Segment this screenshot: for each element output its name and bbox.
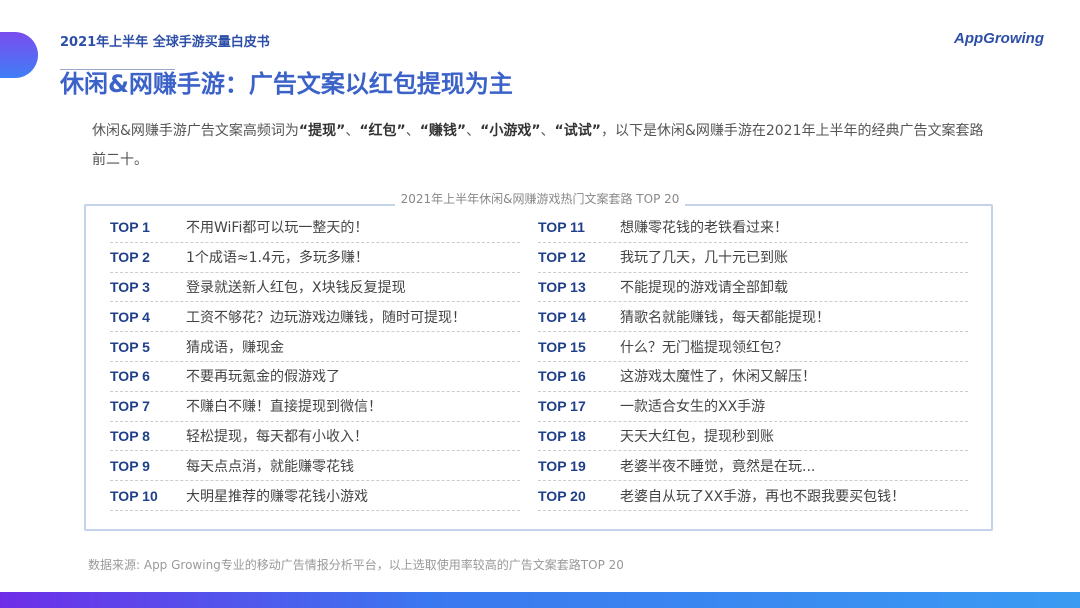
rank-label: TOP 13: [538, 278, 586, 295]
divider: [60, 69, 175, 70]
rank-label: TOP 3: [110, 278, 150, 295]
ad-copy: 什么？无门槛提现领红包？: [620, 339, 788, 356]
table-row: TOP 1 不用WiFi都可以玩一整天的！: [110, 213, 520, 243]
table-row: TOP 12 我玩了几天，几十元已到账: [538, 243, 968, 273]
table-row: TOP 11 想赚零花钱的老铁看过来！: [538, 213, 968, 243]
intro-paragraph: 休闲&网赚手游广告文案高频词为“提现”、“红包”、“赚钱”、“小游戏”、“试试”…: [92, 117, 992, 175]
table-row: TOP 6 不要再玩氪金的假游戏了: [110, 362, 520, 392]
report-title: 2021年上半年 全球手游买量白皮书: [60, 35, 270, 50]
page-title: 休闲&网赚手游：广告文案以红包提现为主: [60, 70, 513, 98]
rank-label: TOP 8: [110, 427, 150, 444]
ad-copy: 不能提现的游戏请全部卸载: [620, 279, 788, 296]
ad-copy: 天天大红包，提现秒到账: [620, 428, 774, 445]
table-right-column: TOP 11 想赚零花钱的老铁看过来！ TOP 12 我玩了几天，几十元已到账 TOP …: [538, 213, 968, 511]
rank-label: TOP 10: [110, 487, 158, 504]
table-caption: 2021年上半年休闲&网赚游戏热门文案套路 TOP 20: [0, 190, 1080, 207]
ad-copy: 老婆半夜不睡觉，竟然是在玩...: [620, 458, 816, 475]
sep: 、: [540, 123, 555, 139]
rank-label: TOP 16: [538, 368, 586, 385]
rank-label: TOP 14: [538, 308, 586, 325]
rank-label: TOP 18: [538, 427, 586, 444]
table-left-column: TOP 1 不用WiFi都可以玩一整天的！ TOP 2 1个成语≈1.4元，多玩多赚！…: [110, 213, 520, 511]
ad-copy: 一款适合女生的XX手游: [620, 399, 766, 416]
rank-label: TOP 17: [538, 398, 586, 415]
keyword: “红包”: [359, 123, 406, 139]
table-row: TOP 10 大明星推荐的赚零花钱小游戏: [110, 481, 520, 511]
table-row: TOP 16 这游戏太魔性了，休闲又解压！: [538, 362, 968, 392]
rank-label: TOP 2: [110, 249, 150, 266]
ad-copy: 我玩了几天，几十元已到账: [620, 250, 788, 267]
table-row: TOP 9 每天点点消，就能赚零花钱: [110, 451, 520, 482]
appgrowing-logo: AppGrowing: [954, 30, 1044, 47]
ad-copy: 轻松提现，每天都有小收入！: [186, 428, 368, 445]
rank-label: TOP 15: [538, 338, 586, 355]
table-row: TOP 19 老婆半夜不睡觉，竟然是在玩...: [538, 451, 968, 482]
ad-copy: 猜歌名就能赚钱，每天都能提现！: [620, 309, 830, 326]
rank-label: TOP 6: [110, 368, 150, 385]
sep: 、: [345, 123, 360, 139]
ad-copy: 想赚零花钱的老铁看过来！: [620, 220, 788, 237]
ad-copy: 登录就送新人红包，X块钱反复提现: [186, 279, 406, 296]
rank-label: TOP 1: [110, 219, 150, 236]
rank-label: TOP 19: [538, 457, 586, 474]
ad-copy: 这游戏太魔性了，休闲又解压！: [620, 369, 816, 386]
intro-tail: ，以下是休闲&网赚手游在2021年上半年的经典广告文案套路前二十。: [92, 123, 984, 168]
table-row: TOP 18 天天大红包，提现秒到账: [538, 422, 968, 452]
ad-copy: 工资不够花？边玩游戏边赚钱，随时可提现！: [186, 309, 466, 326]
keyword: “小游戏”: [480, 123, 541, 139]
table-row: TOP 15 什么？无门槛提现领红包？: [538, 332, 968, 362]
keyword: “赚钱”: [419, 123, 467, 139]
table-row: TOP 13 不能提现的游戏请全部卸载: [538, 273, 968, 303]
rank-label: TOP 9: [110, 457, 150, 474]
rank-label: TOP 4: [110, 308, 150, 325]
table-row: TOP 20 老婆自从玩了XX手游，再也不跟我要买包钱！: [538, 481, 968, 511]
rank-label: TOP 11: [538, 219, 585, 236]
table-row: TOP 4 工资不够花？边玩游戏边赚钱，随时可提现！: [110, 302, 520, 333]
ad-copy: 不用WiFi都可以玩一整天的！: [186, 220, 369, 237]
ad-copy: 每天点点消，就能赚零花钱: [186, 458, 354, 475]
decorative-blob: [0, 32, 38, 78]
table-row: TOP 8 轻松提现，每天都有小收入！: [110, 422, 520, 452]
footer-bar: [0, 592, 1080, 608]
rank-label: TOP 5: [110, 338, 150, 355]
intro-lead: 休闲&网赚手游广告文案高频词为: [92, 123, 299, 139]
ad-copy: 不要再玩氪金的假游戏了: [186, 369, 340, 386]
rank-label: TOP 7: [110, 398, 150, 415]
table-row: TOP 7 不赚白不赚！直接提现到微信！: [110, 392, 520, 422]
rank-label: TOP 12: [538, 249, 586, 266]
table-row: TOP 2 1个成语≈1.4元，多玩多赚！: [110, 243, 520, 273]
sep: 、: [466, 123, 481, 139]
ad-copy: 猜成语，赚现金: [186, 339, 284, 356]
rank-label: TOP 20: [538, 487, 586, 504]
table-row: TOP 5 猜成语，赚现金: [110, 332, 520, 362]
ad-copy: 大明星推荐的赚零花钱小游戏: [186, 488, 368, 505]
caption-text: 2021年上半年休闲&网赚游戏热门文案套路 TOP 20: [394, 192, 686, 206]
table-row: TOP 14 猜歌名就能赚钱，每天都能提现！: [538, 302, 968, 333]
sep: 、: [405, 123, 420, 139]
keyword: “提现”: [298, 123, 346, 139]
ad-copy: 不赚白不赚！直接提现到微信！: [186, 399, 382, 416]
ad-copy: 1个成语≈1.4元，多玩多赚！: [186, 250, 369, 267]
data-source: 数据来源: App Growing专业的移动广告情报分析平台，以上选取使用率较高…: [88, 558, 624, 572]
keyword: “试试”: [554, 123, 601, 139]
table-row: TOP 3 登录就送新人红包，X块钱反复提现: [110, 273, 520, 303]
ad-copy: 老婆自从玩了XX手游，再也不跟我要买包钱！: [620, 488, 906, 505]
table-row: TOP 17 一款适合女生的XX手游: [538, 392, 968, 422]
